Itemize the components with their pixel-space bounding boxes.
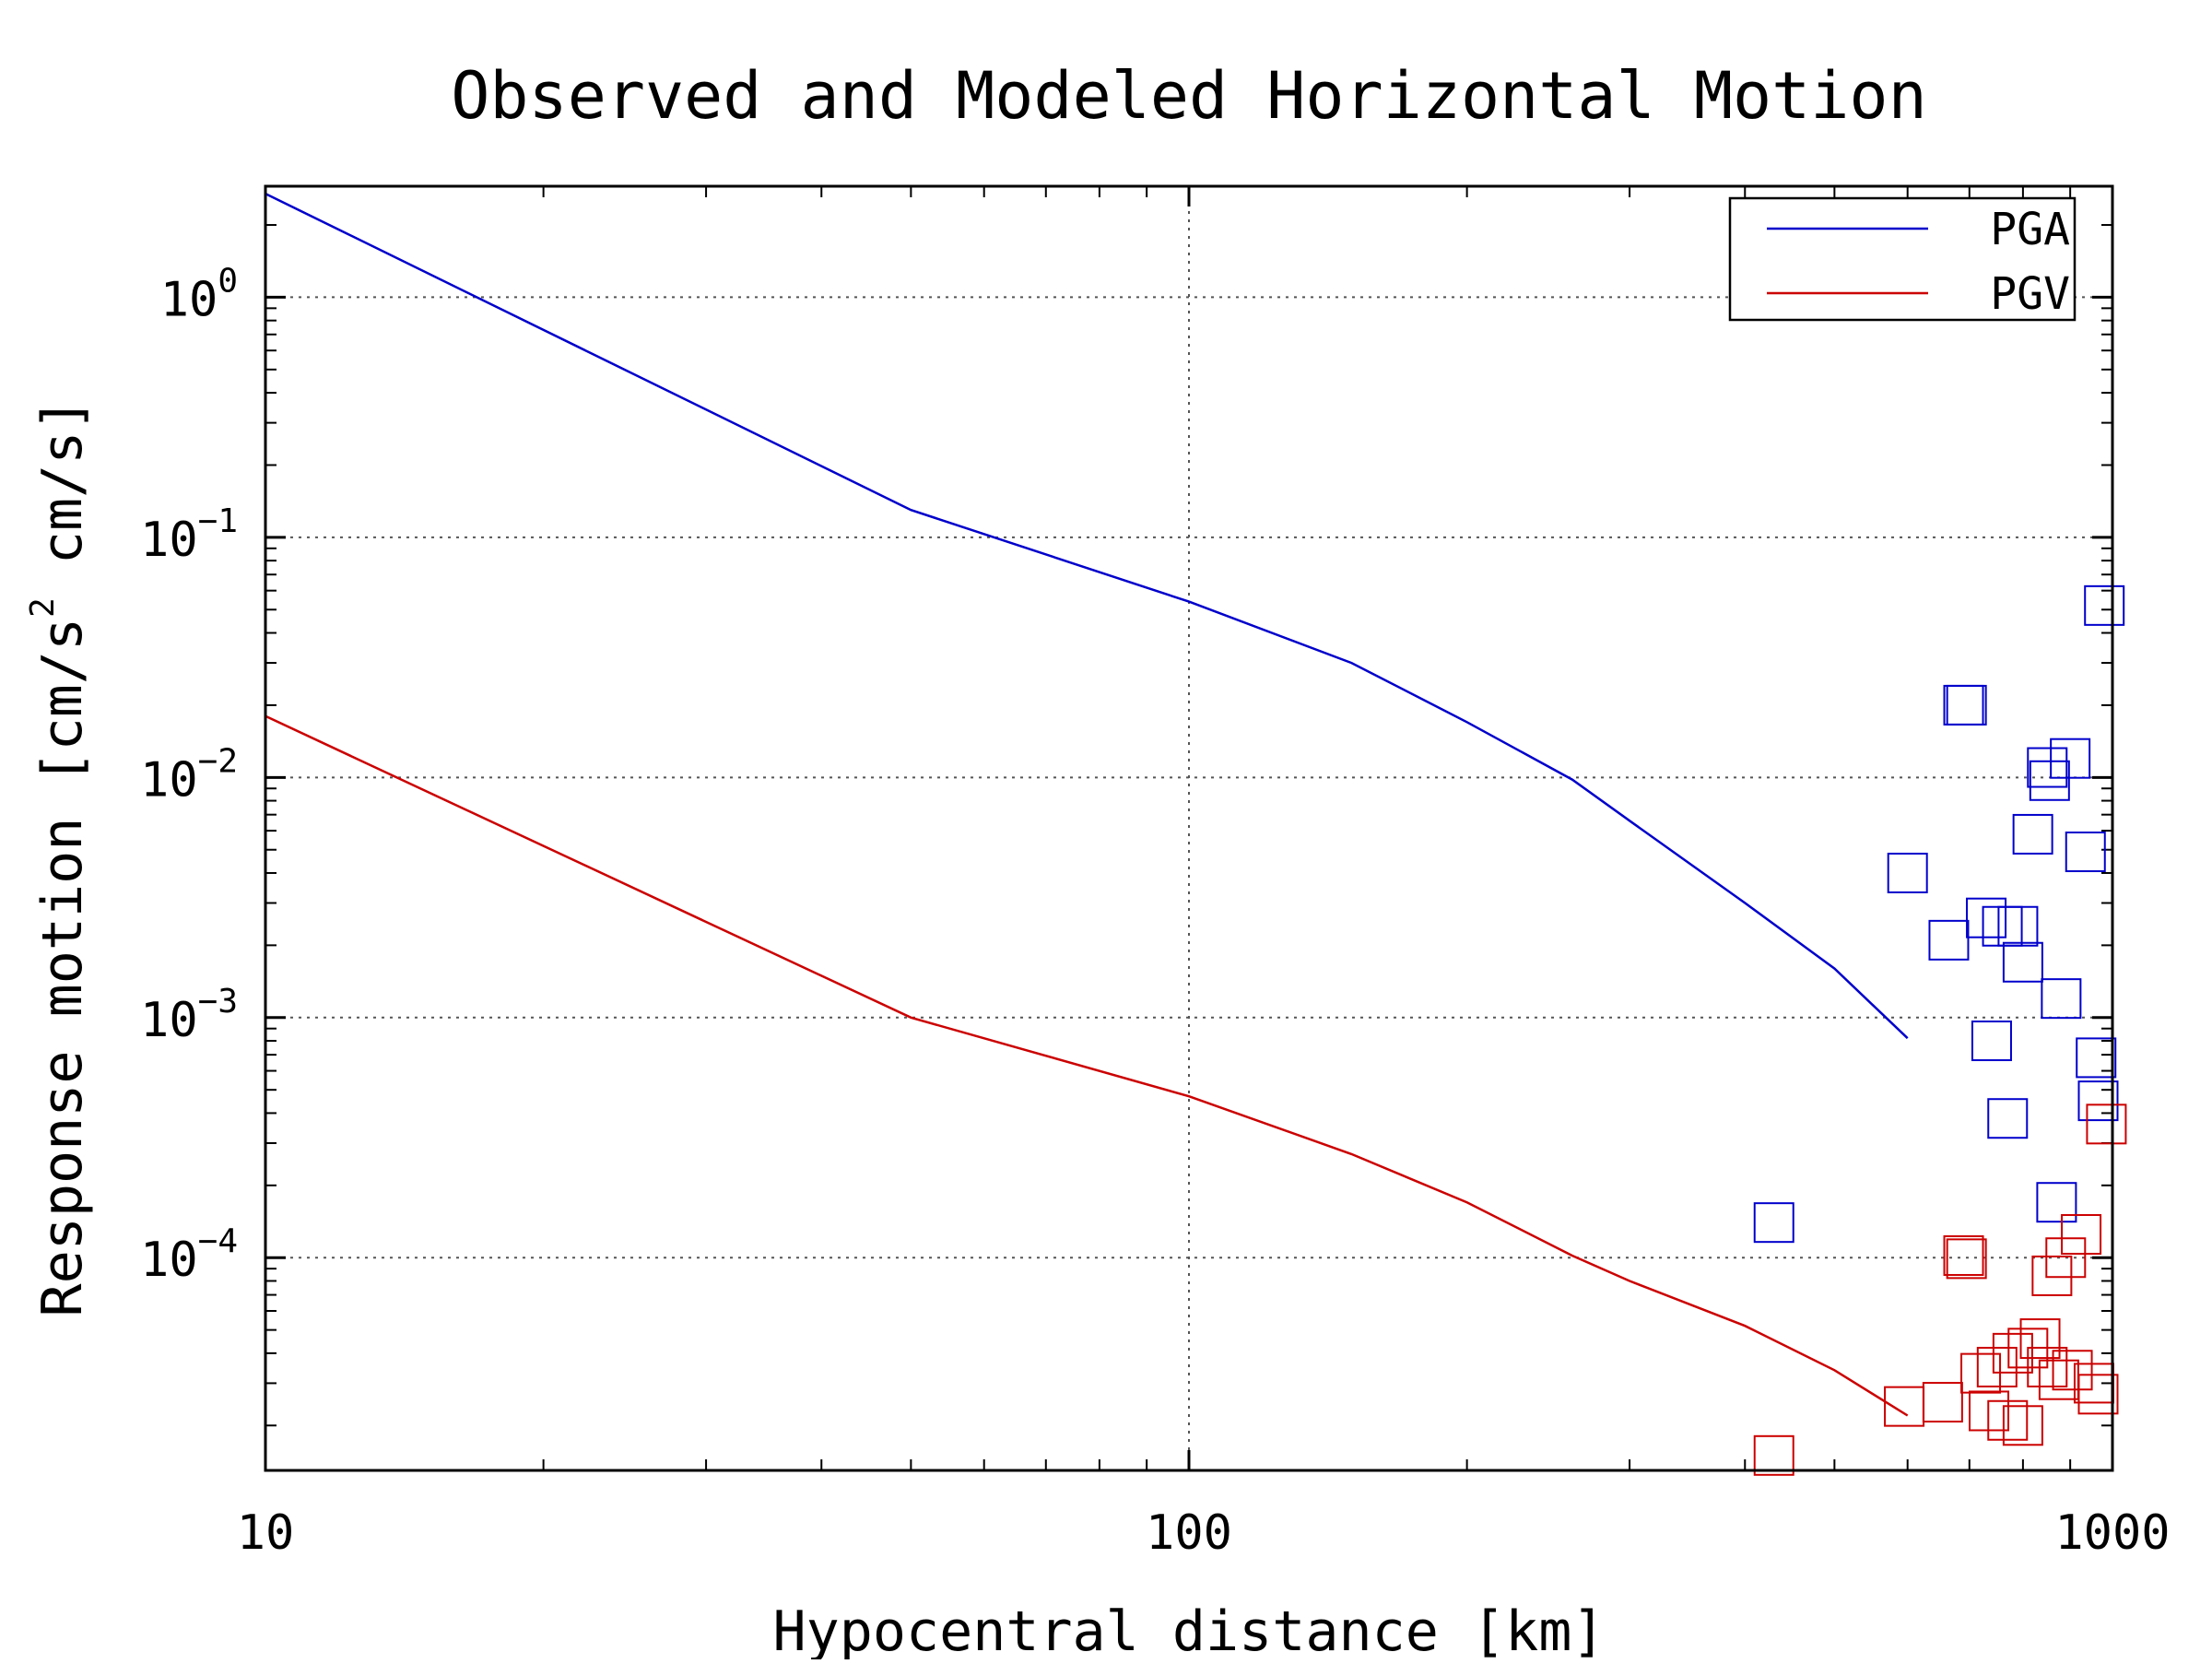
legend: PGA PGV: [1728, 196, 2077, 322]
observed-point-pga: [2065, 832, 2106, 873]
y-tick-base: 10: [140, 993, 198, 1048]
observed-point-pga: [2029, 760, 2070, 801]
legend-label-pga: PGA: [1990, 204, 2070, 255]
observed-point-pgv: [2077, 1374, 2119, 1415]
x-tick-label: 1000: [2054, 1505, 2170, 1561]
observed-point-pgv: [1946, 1238, 1987, 1280]
legend-label-pgv: PGV: [1990, 268, 2070, 320]
y-tick-exponent: −1: [198, 502, 238, 540]
observed-point-pga: [2076, 1037, 2117, 1079]
y-tick-exponent: 0: [218, 262, 238, 300]
y-tick-exponent: −4: [198, 1222, 238, 1260]
observed-point-pga: [1997, 905, 2039, 947]
observed-point-pgv: [1987, 1399, 2029, 1441]
observed-point-pgv: [1992, 1332, 2033, 1374]
observed-point-pga: [2041, 978, 2082, 1020]
series-line-pga: [265, 192, 1909, 1040]
y-tick-exponent: −2: [198, 742, 238, 780]
chart-title: Observed and Modeled Horizontal Motion: [451, 58, 1926, 134]
observed-point-pga: [1987, 1098, 2029, 1139]
x-tick-label: 10: [237, 1505, 295, 1561]
observed-point-pga: [1971, 1021, 2012, 1062]
grid-lines: [265, 186, 2112, 1470]
y-axis-label-suffix: cm/s]: [30, 397, 95, 597]
observed-point-pga: [1966, 897, 2007, 938]
observed-point-pgv: [2061, 1213, 2102, 1255]
y-tick-base: 10: [160, 272, 218, 327]
y-tick-label: 10−4: [140, 1222, 238, 1288]
y-tick-base: 10: [140, 752, 198, 808]
y-tick-exponent: −3: [198, 983, 238, 1021]
y-tick-base: 10: [140, 513, 198, 568]
plot-frame: [264, 184, 2114, 1472]
observed-point-pgv: [1884, 1386, 1925, 1427]
y-tick-label: 10−3: [140, 983, 238, 1048]
y-axis-label-main: Response motion [cm/s: [30, 618, 95, 1317]
observed-point-pga: [1753, 1202, 1794, 1244]
y-tick-base: 10: [140, 1233, 198, 1288]
observed-point-pgv: [2086, 1103, 2127, 1145]
observed-point-pgv: [2031, 1255, 2073, 1296]
observed-point-pga: [1946, 684, 1987, 726]
observed-point-pga: [1943, 684, 1984, 726]
observed-point-pga: [2050, 738, 2091, 779]
x-axis-label: Hypocentral distance [km]: [772, 1599, 1605, 1659]
observed-point-pga: [2002, 941, 2043, 983]
y-tick-label: 10−1: [140, 502, 238, 568]
observed-point-pgv: [2052, 1350, 2093, 1391]
y-axis-label: Response motion [cm/s2 cm/s]: [24, 397, 95, 1316]
series-line-pgv: [265, 714, 1909, 1417]
observed-point-pga: [2036, 1182, 2077, 1223]
observed-point-pgv: [1922, 1382, 1963, 1423]
observed-point-pgv: [2045, 1237, 2087, 1279]
observed-point-pga: [2012, 813, 2053, 855]
observed-point-pgv: [1753, 1434, 1794, 1476]
observed-point-pga: [1982, 905, 2023, 947]
observed-point-pga: [1928, 919, 1970, 961]
observed-point-pga: [2077, 1080, 2119, 1122]
y-tick-label: 10−2: [140, 742, 238, 808]
observed-point-pgv: [2038, 1359, 2079, 1400]
y-axis-label-text: Response motion [cm/s2 cm/s]: [24, 397, 95, 1316]
y-tick-label: 100: [160, 262, 238, 327]
series-layer: [265, 192, 2127, 1476]
legend-box: [1728, 196, 2077, 322]
observed-point-pga: [2027, 747, 2068, 788]
observed-point-pgv: [2019, 1318, 2061, 1360]
observed-point-pgv: [1943, 1234, 1984, 1276]
observed-point-pga: [1887, 852, 1928, 893]
observed-point-pga: [2084, 584, 2125, 626]
observed-point-pgv: [2027, 1346, 2068, 1387]
x-tick-label: 100: [1146, 1505, 1232, 1561]
y-axis-label-sup: 2: [24, 597, 62, 618]
observed-point-pgv: [2002, 1405, 2043, 1446]
